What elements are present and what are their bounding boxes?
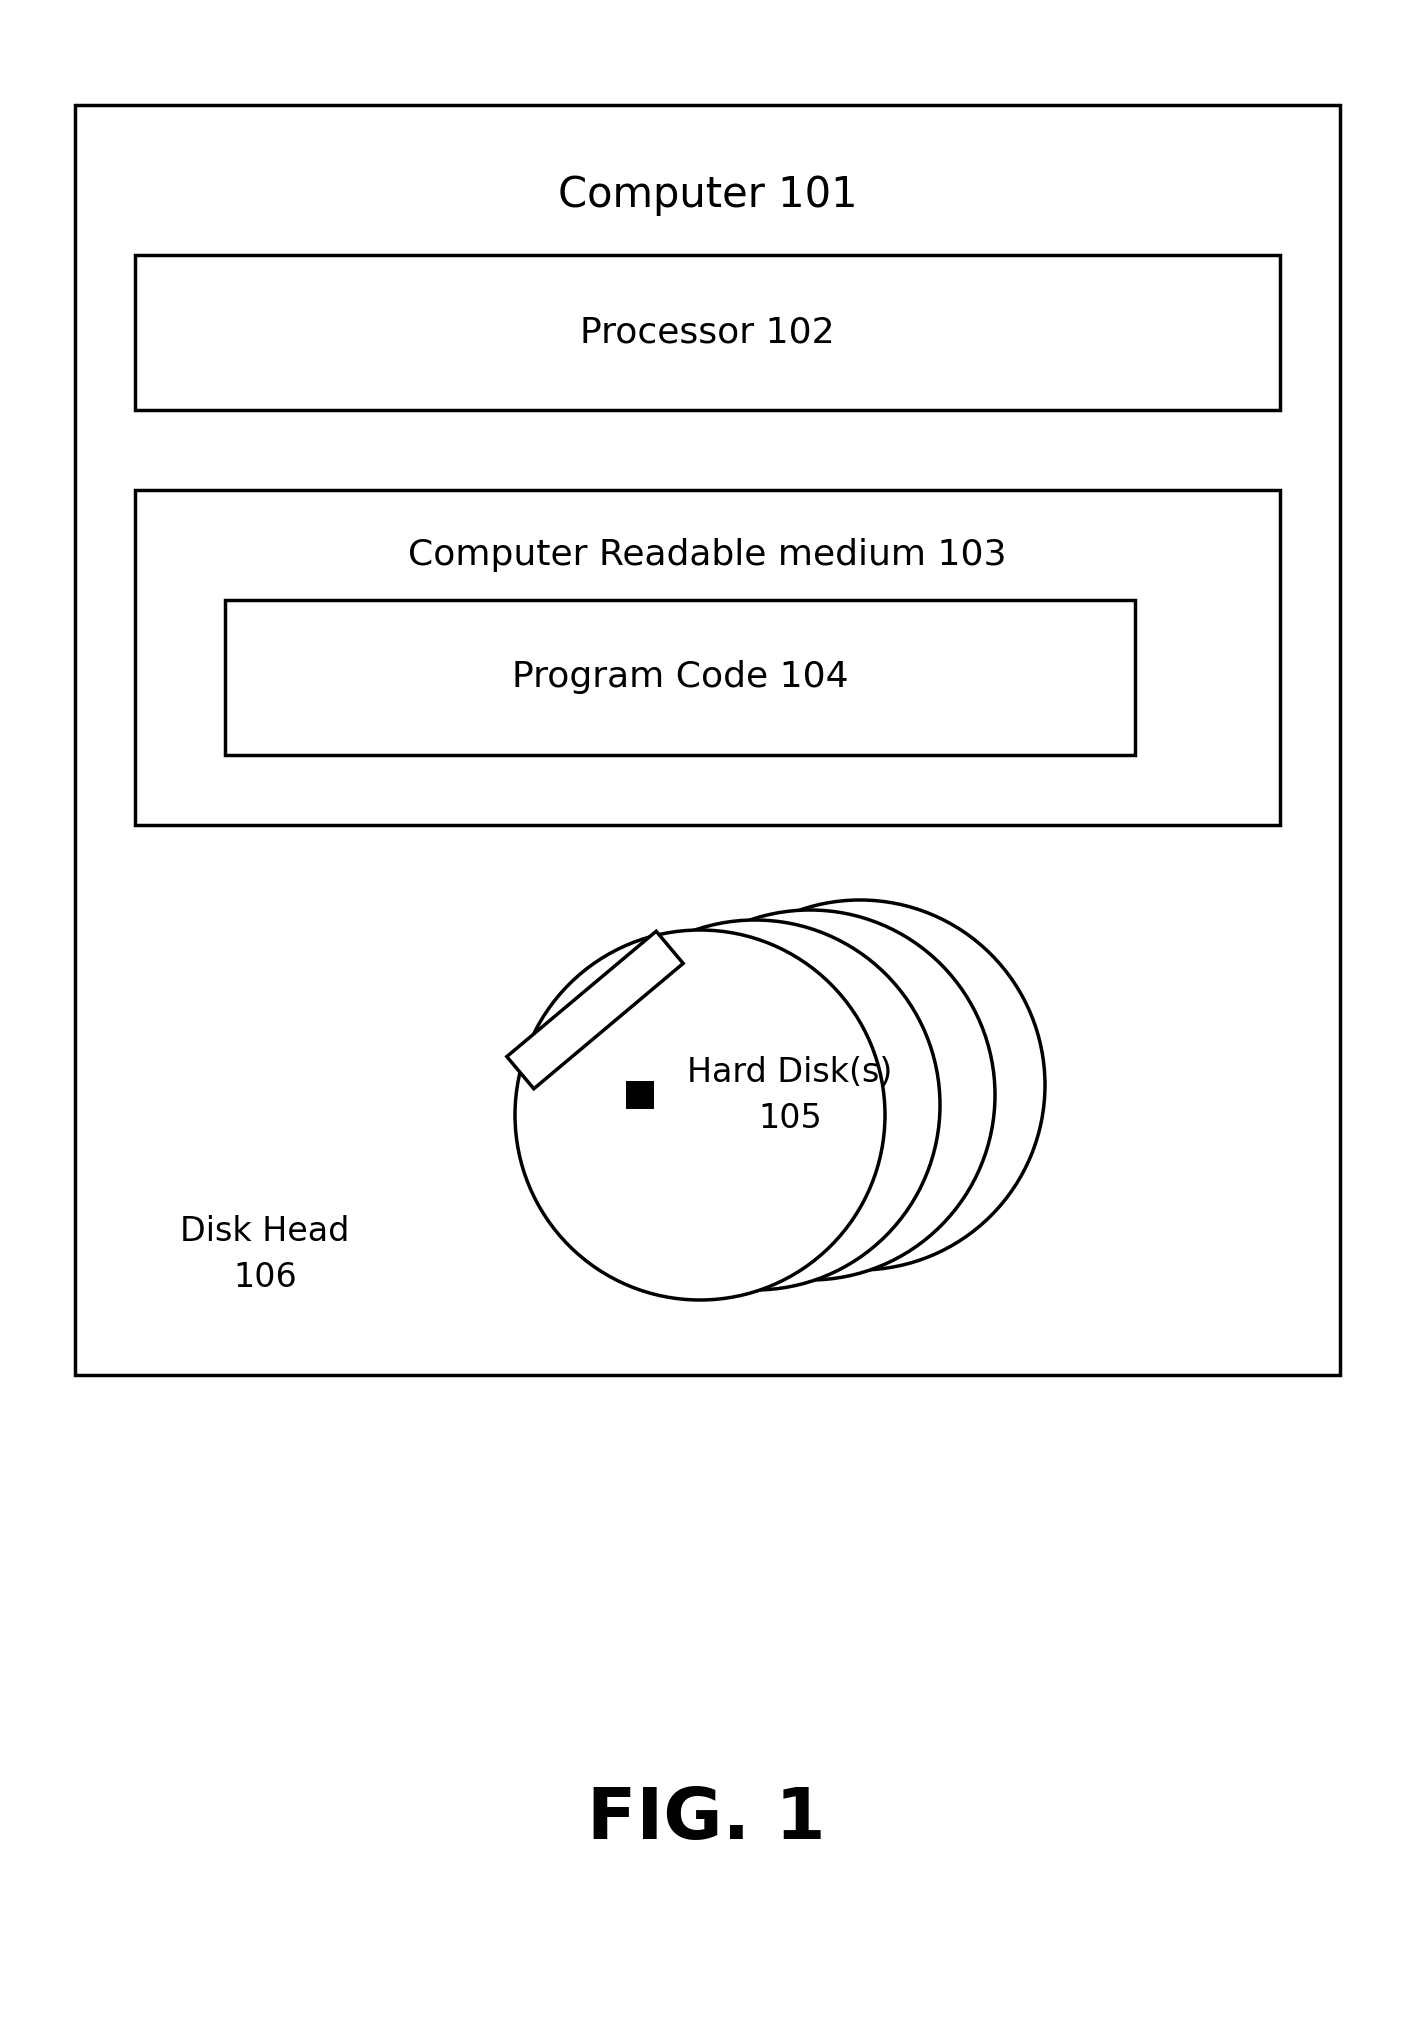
- Text: Program Code 104: Program Code 104: [512, 661, 848, 695]
- Text: Computer 101: Computer 101: [558, 174, 858, 217]
- Text: Disk Head
106: Disk Head 106: [181, 1214, 349, 1293]
- Ellipse shape: [675, 900, 1046, 1271]
- Bar: [136, 255, 1280, 409]
- Ellipse shape: [625, 910, 995, 1279]
- Text: Processor 102: Processor 102: [581, 316, 835, 349]
- Bar: [225, 600, 1135, 754]
- Polygon shape: [626, 1080, 654, 1109]
- Text: Hard Disk(s)
105: Hard Disk(s) 105: [687, 1056, 893, 1135]
- Polygon shape: [507, 930, 684, 1088]
- Ellipse shape: [514, 930, 885, 1299]
- Text: FIG. 1: FIG. 1: [586, 1786, 825, 1855]
- Text: Computer Readable medium 103: Computer Readable medium 103: [408, 537, 1006, 572]
- Ellipse shape: [569, 920, 940, 1289]
- Bar: [75, 105, 1340, 1374]
- Bar: [136, 491, 1280, 825]
